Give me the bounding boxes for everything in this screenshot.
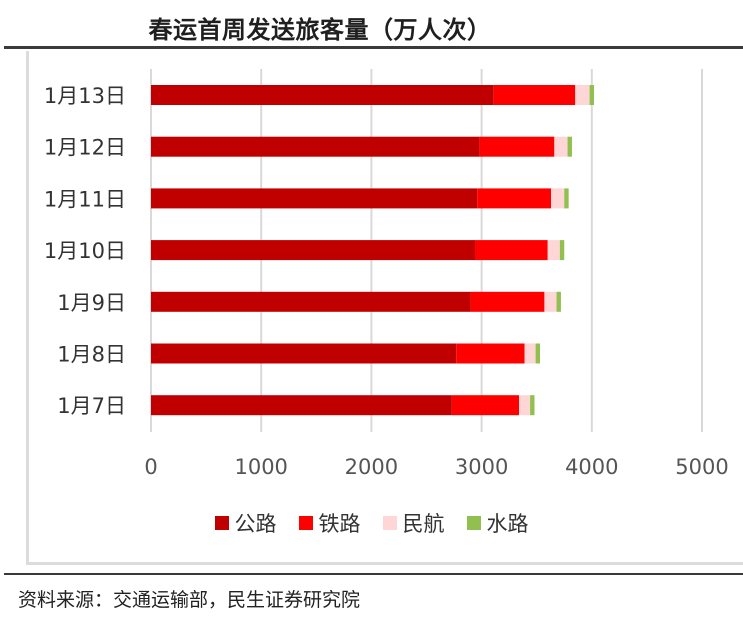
y-category-label: 1月8日 (57, 343, 126, 367)
top-rule (4, 46, 743, 49)
bar-segment (575, 85, 590, 105)
bar-segment (567, 136, 572, 157)
legend-label: 公路 (234, 512, 277, 536)
bar-segment (151, 291, 471, 312)
source-note: 资料来源：交通运输部，民生证券研究院 (18, 589, 361, 611)
y-category-label: 1月12日 (44, 136, 126, 160)
bar-segment (544, 291, 557, 312)
y-category-label: 1月11日 (44, 187, 126, 211)
bar-segment (535, 343, 541, 364)
bar-segment (451, 395, 520, 416)
legend-label: 铁路 (318, 512, 361, 536)
legend-item: 民航 (382, 508, 445, 538)
legend-item: 公路 (214, 508, 277, 538)
legend: 公路 铁路 民航 水路 (0, 508, 743, 538)
legend-label: 民航 (402, 512, 445, 536)
bar-segment (151, 136, 480, 157)
y-category-label: 1月7日 (57, 394, 126, 418)
bar-segment (589, 85, 595, 105)
bar-segment (564, 188, 569, 209)
bar-segment (151, 85, 494, 105)
bar-segment (519, 395, 531, 416)
bar-segment (530, 395, 535, 416)
x-tick-label: 0 (144, 455, 157, 479)
bar-segment (456, 343, 525, 364)
y-category-label: 1月10日 (44, 239, 126, 263)
bar-segment (554, 136, 568, 157)
bar-segment (556, 291, 561, 312)
bar-segment (151, 240, 475, 261)
x-tick-label: 4000 (565, 455, 618, 479)
bar-segment (151, 188, 478, 209)
x-tick-label: 3000 (455, 455, 508, 479)
y-category-label: 1月9日 (57, 291, 126, 315)
legend-swatch (298, 516, 313, 530)
bottom-rule (4, 573, 743, 575)
chart-frame (26, 51, 743, 565)
chart-title: 春运首周发送旅客量（万人次） (148, 16, 492, 44)
bar-segment (493, 85, 576, 105)
x-tick-label: 2000 (345, 455, 398, 479)
bar-segment (559, 240, 565, 261)
y-category-label: 1月13日 (44, 84, 126, 108)
legend-swatch (382, 516, 397, 530)
x-tick-label: 1000 (234, 455, 287, 479)
bar-segment (474, 240, 548, 261)
bar-segment (551, 188, 565, 209)
x-tick-label: 5000 (675, 455, 728, 479)
bar-segment (477, 188, 552, 209)
bar-segment (151, 343, 457, 364)
legend-label: 水路 (486, 512, 529, 536)
legend-item: 水路 (466, 508, 529, 538)
legend-swatch (466, 516, 481, 530)
legend-swatch (214, 516, 229, 530)
bar-segment (524, 343, 536, 364)
bar-segment (151, 395, 452, 416)
bar-segment (470, 291, 545, 312)
bar-segment (547, 240, 560, 261)
bar-segment (479, 136, 555, 157)
legend-item: 铁路 (298, 508, 361, 538)
